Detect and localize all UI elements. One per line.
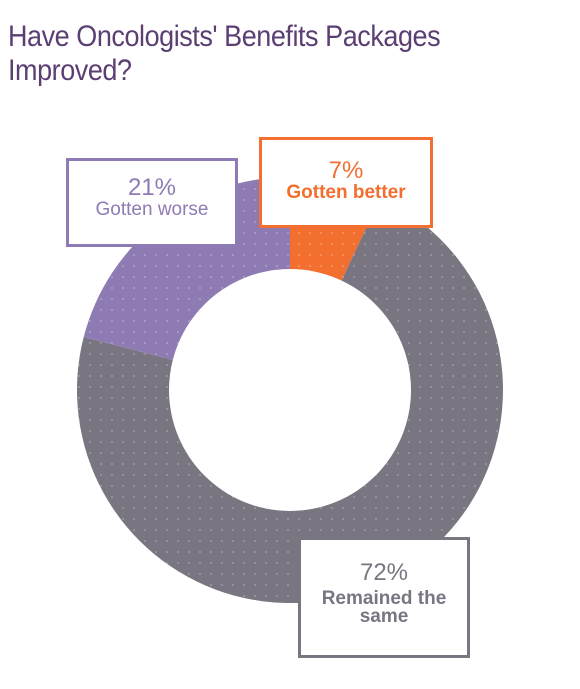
slice-label-gotten-better: Gotten better — [286, 182, 406, 203]
callout-gotten-better: 7% Gotten better — [259, 137, 433, 228]
slice-label-gotten-worse: Gotten worse — [95, 199, 209, 220]
slice-value-gotten-worse: 21% — [127, 174, 177, 201]
callout-gotten-worse: 21% Gotten worse — [66, 158, 238, 247]
callout-remained-same: 72% Remained the same — [298, 537, 470, 658]
slice-value-remained-same: 72% — [359, 559, 409, 586]
slice-label-remained-same: Remained the same — [321, 588, 447, 627]
chart-title: Have Oncologists' Benefits Packages Impr… — [8, 20, 441, 87]
slice-value-gotten-better: 7% — [328, 157, 364, 184]
